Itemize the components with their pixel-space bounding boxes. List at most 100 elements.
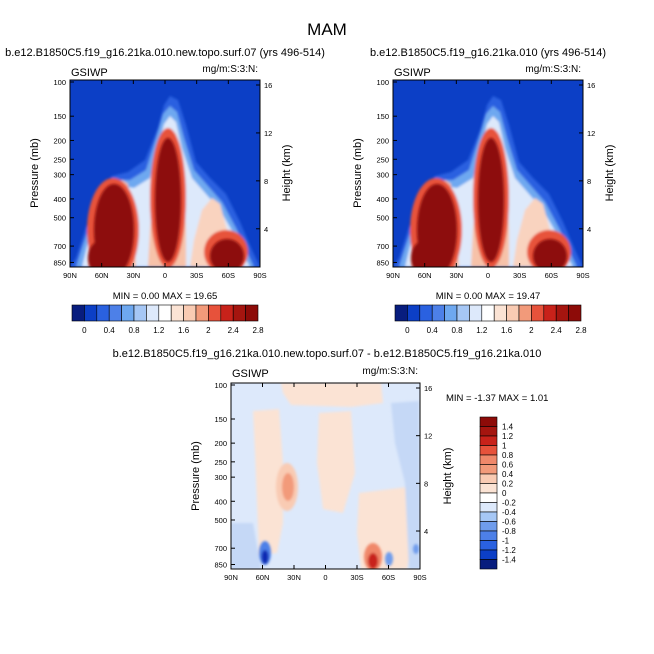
panel-diff-variable: GSIWP bbox=[232, 368, 269, 380]
diff-negative-band-left bbox=[231, 523, 261, 569]
x-tick-label: 90S bbox=[253, 271, 266, 280]
x-tick-label: 30S bbox=[350, 573, 363, 582]
colorbar-label: -0.6 bbox=[502, 518, 516, 527]
colorbar-swatch bbox=[195, 304, 209, 322]
colorbar-swatch bbox=[84, 304, 98, 322]
colorbar-swatch bbox=[479, 521, 498, 532]
panel-diff-axes: 90N 60N 30N 0 30S 60S 90S 100 150 200 250 300 400 500… bbox=[214, 381, 432, 582]
colorbar-swatch bbox=[479, 416, 498, 427]
x-tick-label: 90N bbox=[63, 271, 77, 280]
colorbar-label: 0 bbox=[82, 326, 87, 335]
colorbar-swatch bbox=[407, 304, 421, 322]
height-tick-label: 4 bbox=[264, 225, 268, 234]
panel-diff-title: b.e12.B1850C5.f19_g16.21ka.010.new.topo.… bbox=[113, 348, 542, 360]
y-tick-label: 850 bbox=[53, 258, 66, 267]
core-right-max-r bbox=[533, 239, 567, 267]
height-tick-label: 12 bbox=[264, 129, 272, 138]
diff-positive-low-core bbox=[368, 553, 378, 569]
y-tick-label: 700 bbox=[214, 544, 227, 553]
panel-right-variable: GSIWP bbox=[394, 67, 431, 79]
colorbar-label: 0 bbox=[405, 326, 410, 335]
colorbar-swatch bbox=[479, 549, 498, 560]
x-tick-label: 30S bbox=[513, 271, 526, 280]
panel-left-axes: 90N 60N 30N 0 30S 60S 90S 100 150 200 250 300 400 500… bbox=[53, 78, 272, 280]
x-tick-label: 30N bbox=[287, 573, 301, 582]
colorbar-label: 0 bbox=[502, 489, 507, 498]
colorbar-swatch bbox=[479, 464, 498, 475]
height-tick-label: 8 bbox=[424, 479, 428, 488]
colorbar-label: 2 bbox=[206, 326, 211, 335]
y-tick-label: 850 bbox=[376, 258, 389, 267]
colorbar-swatch bbox=[479, 445, 498, 456]
panel-diff-yaxis-label: Pressure (mb) bbox=[190, 441, 202, 511]
colorbar-swatch bbox=[108, 304, 122, 322]
colorbar-label: 0.4 bbox=[502, 470, 514, 479]
height-tick-label: 12 bbox=[587, 129, 595, 138]
panel-left-cores bbox=[88, 138, 244, 267]
colorbar-swatch bbox=[479, 454, 498, 465]
diff-negative-low-core bbox=[261, 550, 269, 564]
y-tick-label: 500 bbox=[376, 214, 389, 223]
colorbar-right: 0 0.4 0.8 1.2 1.6 2 2.4 2.8 bbox=[394, 304, 587, 335]
colorbar-swatch bbox=[71, 304, 85, 322]
colorbar-label: 1.2 bbox=[476, 326, 488, 335]
colorbar-swatch bbox=[479, 473, 498, 484]
colorbar-label: -1.2 bbox=[502, 546, 516, 555]
colorbar-label: 0.4 bbox=[427, 326, 439, 335]
x-tick-label: 60S bbox=[222, 271, 235, 280]
x-tick-label: 90N bbox=[224, 573, 238, 582]
colorbar-label: 1.2 bbox=[502, 432, 514, 441]
colorbar-swatch bbox=[170, 304, 184, 322]
colorbar-label: 0.2 bbox=[502, 480, 514, 489]
y-tick-label: 400 bbox=[214, 497, 227, 506]
panel-left-stats: MIN = 0.00 MAX = 19.65 bbox=[113, 291, 218, 302]
x-tick-label: 60S bbox=[545, 271, 558, 280]
colorbar-swatch bbox=[479, 502, 498, 513]
colorbar-label: -0.4 bbox=[502, 508, 516, 517]
colorbar-swatch bbox=[506, 304, 520, 322]
panel-right: b.e12.B1850C5.f19_g16.21ka.010 (yrs 496-… bbox=[352, 47, 616, 302]
x-tick-label: 90S bbox=[576, 271, 589, 280]
colorbar-left: 0 0.4 0.8 1.2 1.6 2 2.4 2.8 bbox=[71, 304, 264, 335]
panel-right-cores bbox=[411, 138, 567, 267]
colorbar-swatch bbox=[96, 304, 110, 322]
panel-right-yaxis-label: Pressure (mb) bbox=[352, 138, 364, 208]
colorbar-swatch bbox=[555, 304, 569, 322]
panel-left-yaxis-right-label: Height (km) bbox=[281, 145, 293, 202]
y-tick-label: 500 bbox=[214, 516, 227, 525]
colorbar-swatch bbox=[479, 530, 498, 541]
y-tick-label: 200 bbox=[214, 439, 227, 448]
x-tick-label: 60S bbox=[382, 573, 395, 582]
colorbar-swatch bbox=[245, 304, 259, 322]
y-tick-label: 250 bbox=[214, 458, 227, 467]
panel-right-field bbox=[393, 80, 583, 267]
x-tick-label: 0 bbox=[323, 573, 327, 582]
diff-negative-edge bbox=[413, 544, 419, 554]
panel-diff-stats: MIN = -1.37 MAX = 1.01 bbox=[446, 393, 548, 404]
y-tick-label: 150 bbox=[214, 415, 227, 424]
y-tick-label: 100 bbox=[214, 381, 227, 390]
colorbar-diff: 1.41.210.80.60.40.20-0.2-0.4-0.6-0.8-1-1… bbox=[479, 416, 516, 570]
x-tick-label: 0 bbox=[486, 271, 490, 280]
colorbar-label: 2.4 bbox=[551, 326, 563, 335]
colorbar-label: 1.6 bbox=[178, 326, 190, 335]
colorbar-label: 0.4 bbox=[104, 326, 116, 335]
core-center-max bbox=[155, 138, 181, 262]
colorbar-label: -1.4 bbox=[502, 556, 516, 565]
colorbar-swatch bbox=[543, 304, 557, 322]
panel-diff-yaxis-right-label: Height (km) bbox=[442, 448, 454, 505]
y-tick-label: 400 bbox=[53, 195, 66, 204]
y-tick-label: 100 bbox=[53, 78, 66, 87]
y-tick-label: 700 bbox=[376, 242, 389, 251]
colorbar-swatch bbox=[469, 304, 483, 322]
height-tick-label: 12 bbox=[424, 432, 432, 441]
colorbar-swatch bbox=[479, 435, 498, 446]
colorbar-label: 0.8 bbox=[502, 451, 514, 460]
panel-right-units: mg/m:S:3:N: bbox=[525, 64, 581, 75]
core-left-max-low-r bbox=[411, 240, 439, 267]
colorbar-label: -1 bbox=[502, 537, 510, 546]
x-tick-label: 30S bbox=[190, 271, 203, 280]
y-tick-label: 100 bbox=[376, 78, 389, 87]
colorbar-label: 1.4 bbox=[502, 423, 514, 432]
colorbar-swatch bbox=[232, 304, 246, 322]
